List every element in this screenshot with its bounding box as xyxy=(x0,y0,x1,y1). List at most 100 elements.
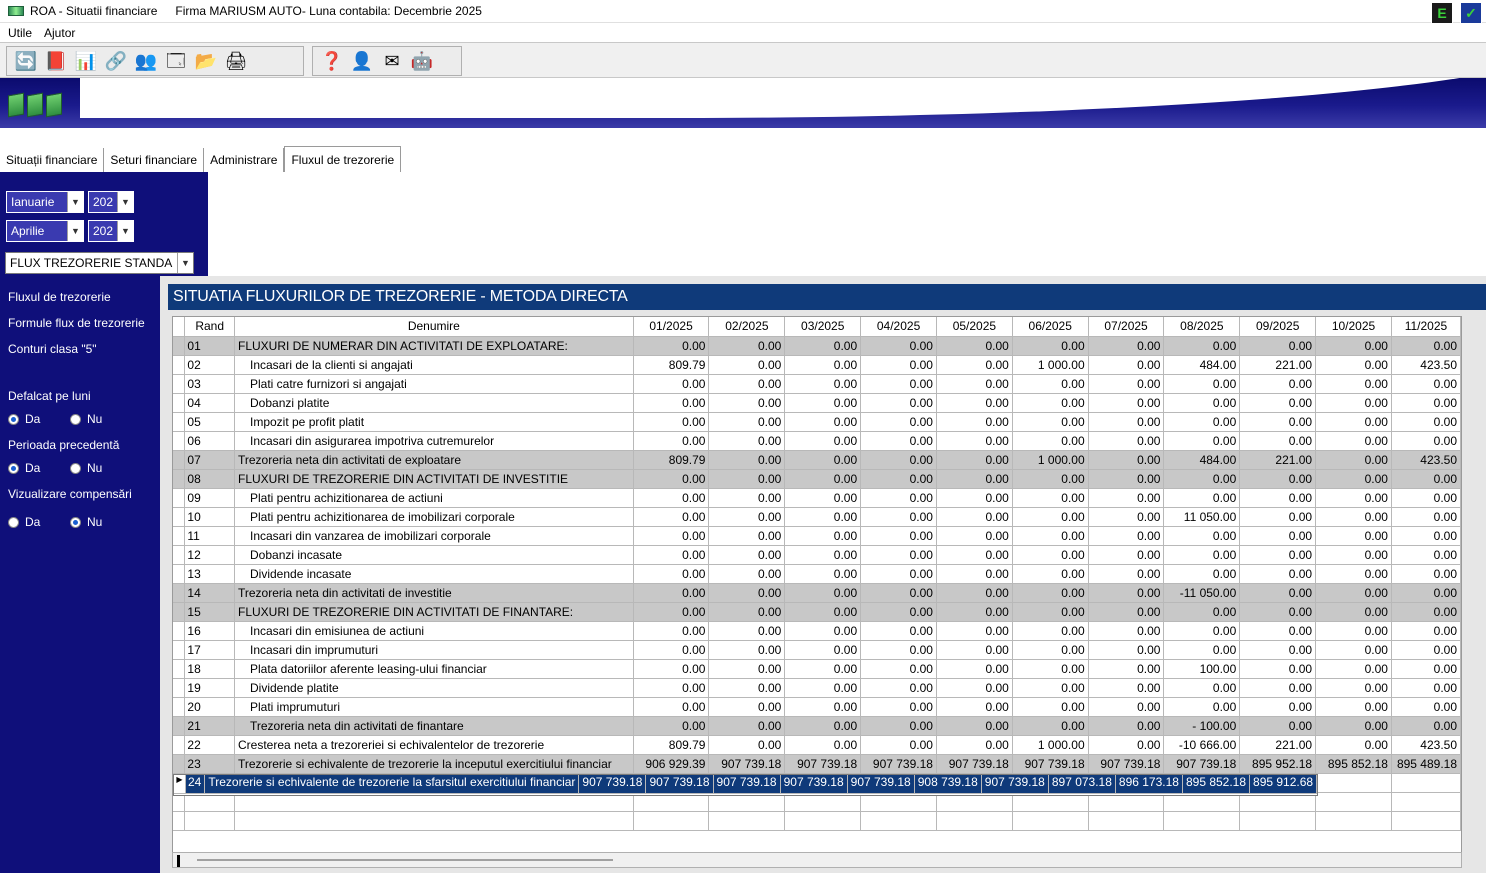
cell-value[interactable]: 895 489.18 xyxy=(1391,754,1461,774)
cell-value[interactable]: 0.00 xyxy=(1088,393,1165,413)
cell-value[interactable]: 0.00 xyxy=(1315,735,1392,755)
cell-value[interactable]: 0.00 xyxy=(1012,393,1089,413)
cell-value[interactable]: 907 739.18 xyxy=(1012,754,1089,774)
cell-value[interactable]: 0.00 xyxy=(1088,659,1165,679)
table-row[interactable]: 14 Trezoreria neta din activitati de inve… xyxy=(173,583,1461,603)
cell-value[interactable]: 0.00 xyxy=(1163,545,1241,565)
cell-denumire[interactable]: Incasari din imprumuturi xyxy=(234,640,634,660)
cell-value[interactable]: 0.00 xyxy=(784,602,862,622)
table-row[interactable]: 13 Dividende incasate 0.00 0.00 0.00 0.00 0.00… xyxy=(173,564,1461,584)
cell-value[interactable]: 0.00 xyxy=(1012,488,1089,508)
cell-value[interactable]: 0.00 xyxy=(633,488,710,508)
cell-value[interactable]: 0.00 xyxy=(1012,431,1089,451)
cell-value[interactable]: 0.00 xyxy=(1239,412,1317,432)
cell-value[interactable]: 0.00 xyxy=(1088,583,1165,603)
cell-value[interactable]: 0.00 xyxy=(1012,507,1089,527)
cell-denumire[interactable]: Cresterea neta a trezoreriei si echivale… xyxy=(234,735,634,755)
cell-denumire[interactable]: Plati pentru achizitionarea de actiuni xyxy=(234,488,634,508)
cell-value[interactable]: 0.00 xyxy=(936,716,1013,736)
cell-value[interactable]: 0.00 xyxy=(1315,678,1392,698)
cell-value[interactable]: 809.79 xyxy=(633,735,710,755)
cell-value[interactable]: 0.00 xyxy=(860,393,937,413)
cell-rand[interactable]: 15 xyxy=(184,602,235,622)
cell-value[interactable]: 0.00 xyxy=(1012,412,1089,432)
cell-value[interactable]: 809.79 xyxy=(633,450,710,470)
cell-value[interactable]: 0.00 xyxy=(708,659,786,679)
cell-value[interactable]: 907 739.18 xyxy=(784,754,862,774)
cell-value[interactable]: 0.00 xyxy=(633,602,710,622)
cell-value[interactable]: 907 739.18 xyxy=(1088,754,1165,774)
cell-value[interactable]: 907 739.18 xyxy=(860,754,937,774)
cell-value[interactable]: 0.00 xyxy=(1391,393,1461,413)
tab-fluxul-de-trezorerie[interactable]: Fluxul de trezorerie xyxy=(284,146,402,172)
cell-rand[interactable]: 10 xyxy=(184,507,235,527)
header-month[interactable]: 04/2025 xyxy=(860,317,937,337)
cell-value[interactable]: 0.00 xyxy=(936,393,1013,413)
month-from-select[interactable]: Ianuarie ▼ xyxy=(6,191,84,213)
cell-value[interactable]: 0.00 xyxy=(1239,564,1317,584)
cell-value[interactable]: 0.00 xyxy=(1391,697,1461,717)
cell-value[interactable]: 895 852.18 xyxy=(1182,775,1251,794)
cell-value[interactable]: 0.00 xyxy=(633,507,710,527)
cell-value[interactable]: 0.00 xyxy=(1391,412,1461,432)
cell-value[interactable]: 907 739.18 xyxy=(847,775,915,794)
cell-value[interactable]: 0.00 xyxy=(1163,412,1241,432)
cell-value[interactable]: 0.00 xyxy=(1163,336,1241,356)
cell-value[interactable]: 0.00 xyxy=(936,507,1013,527)
cell-value[interactable]: 0.00 xyxy=(1163,697,1241,717)
cell-value[interactable]: 0.00 xyxy=(1012,545,1089,565)
cell-value[interactable]: 0.00 xyxy=(708,393,786,413)
cell-value[interactable]: 0.00 xyxy=(936,621,1013,641)
cell-value[interactable]: 0.00 xyxy=(936,735,1013,755)
table-row[interactable]: 11 Incasari din vanzarea de imobilizari c… xyxy=(173,526,1461,546)
cell-value[interactable]: 0.00 xyxy=(1088,716,1165,736)
cell-denumire[interactable]: Dobanzi incasate xyxy=(234,545,634,565)
printer-icon[interactable]: 🖨 xyxy=(224,51,248,71)
scroll-thumb[interactable] xyxy=(197,859,613,861)
cell-value[interactable]: 1 000.00 xyxy=(1012,735,1089,755)
cell-value[interactable]: 906 929.39 xyxy=(633,754,710,774)
cell-value[interactable]: 907 739.18 xyxy=(981,775,1049,794)
radio-perioada-nu[interactable]: Nu xyxy=(70,461,102,475)
cell-value[interactable]: 0.00 xyxy=(1315,431,1392,451)
cell-value[interactable]: 0.00 xyxy=(1012,583,1089,603)
radio-defalcat-da[interactable]: Da xyxy=(8,412,40,426)
cell-value[interactable]: 0.00 xyxy=(936,431,1013,451)
cell-value[interactable]: 0.00 xyxy=(1239,469,1317,489)
cell-value[interactable]: 221.00 xyxy=(1239,735,1317,755)
cell-value[interactable]: 895 912.68 xyxy=(1250,775,1318,794)
table-row[interactable]: 18 Plata datoriilor aferente leasing-ului… xyxy=(173,659,1461,679)
cell-value[interactable]: 0.00 xyxy=(860,640,937,660)
header-month[interactable]: 11/2025 xyxy=(1391,317,1461,337)
cell-value[interactable]: 895 952.18 xyxy=(1239,754,1317,774)
cell-value[interactable]: 907 739.18 xyxy=(1163,754,1241,774)
header-month[interactable]: 03/2025 xyxy=(784,317,862,337)
cell-value[interactable]: 0.00 xyxy=(1088,488,1165,508)
cell-rand[interactable]: 16 xyxy=(184,621,235,641)
help-icon[interactable]: ❓ xyxy=(320,51,344,71)
cell-denumire[interactable]: Trezorerie si echivalente de trezorerie … xyxy=(234,754,634,774)
cell-value[interactable]: 0.00 xyxy=(1239,659,1317,679)
cell-value[interactable]: 907 739.18 xyxy=(646,775,714,794)
header-month[interactable]: 05/2025 xyxy=(936,317,1013,337)
cell-value[interactable]: 0.00 xyxy=(1163,469,1241,489)
cell-value[interactable]: 0.00 xyxy=(784,374,862,394)
cell-rand[interactable]: 12 xyxy=(184,545,235,565)
cell-value[interactable]: 0.00 xyxy=(1088,602,1165,622)
cell-value[interactable]: 0.00 xyxy=(1391,488,1461,508)
header-month[interactable]: 06/2025 xyxy=(1012,317,1089,337)
cell-value[interactable]: 0.00 xyxy=(1239,393,1317,413)
cell-value[interactable]: 0.00 xyxy=(936,678,1013,698)
cell-denumire[interactable]: Dividende platite xyxy=(234,678,634,698)
cell-value[interactable]: 0.00 xyxy=(860,507,937,527)
cell-value[interactable]: 907 739.18 xyxy=(936,754,1013,774)
cell-value[interactable]: 1 000.00 xyxy=(1012,355,1089,375)
confirm-button[interactable]: ✓ xyxy=(1460,2,1482,24)
table-row[interactable]: 08 FLUXURI DE TREZORERIE DIN ACTIVITATI D… xyxy=(173,469,1461,489)
cell-value[interactable]: 0.00 xyxy=(860,545,937,565)
cell-value[interactable]: 0.00 xyxy=(936,640,1013,660)
cell-value[interactable]: 896 173.18 xyxy=(1115,775,1183,794)
network-icon[interactable]: 🔗 xyxy=(104,51,128,71)
cell-value[interactable]: 0.00 xyxy=(708,355,786,375)
cell-value[interactable]: 0.00 xyxy=(1315,336,1392,356)
